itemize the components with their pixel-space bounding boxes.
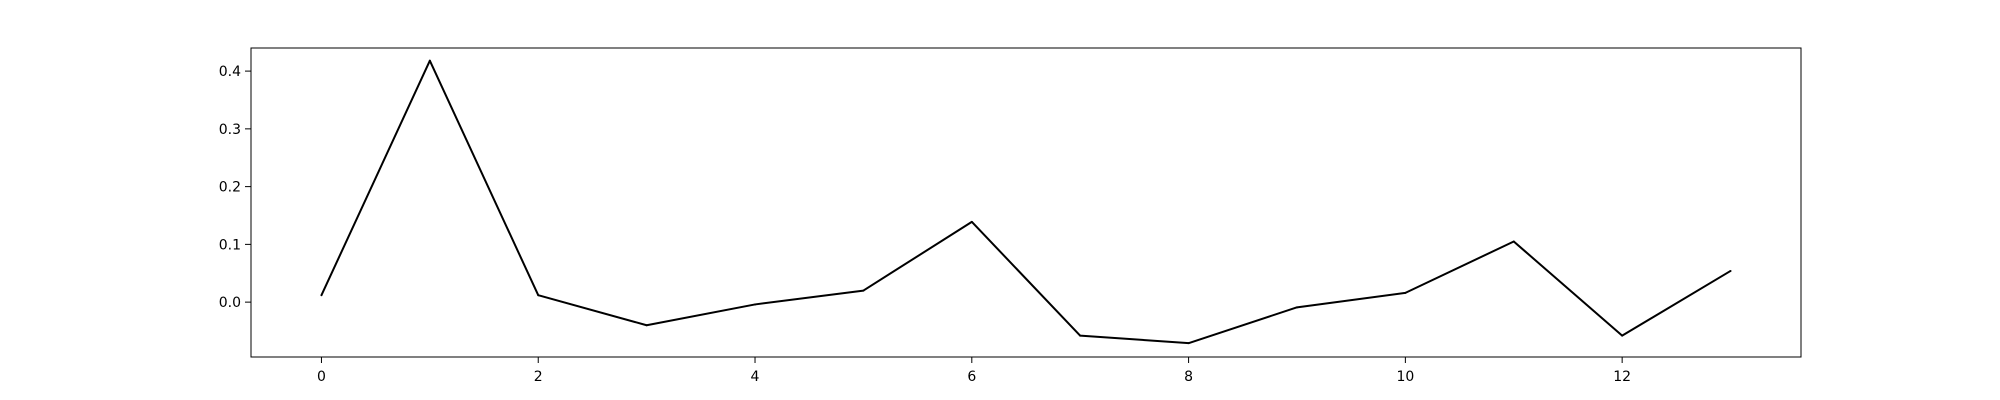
x-tick-label: 8	[1184, 369, 1193, 385]
data-point	[1079, 334, 1082, 337]
data-point	[537, 294, 540, 297]
data-point	[1404, 291, 1407, 294]
data-point	[1729, 269, 1732, 272]
data-point	[1295, 306, 1298, 309]
x-tick-label: 4	[751, 369, 760, 385]
series-group	[320, 59, 1732, 345]
data-point	[862, 289, 865, 292]
x-tick-label: 10	[1396, 369, 1414, 385]
data-point	[1621, 334, 1624, 337]
y-tick-label: 0.1	[219, 237, 241, 253]
data-point	[1187, 342, 1190, 345]
data-point	[970, 220, 973, 223]
x-tick-label: 12	[1613, 369, 1631, 385]
y-tick-label: 0.3	[219, 122, 241, 138]
y-axis-ticks: 0.0 0.1 0.2 0.3 0.4	[219, 64, 251, 311]
x-tick-label: 6	[967, 369, 976, 385]
data-point	[645, 324, 648, 327]
x-axis-ticks: 0 2 4 6 8 10 12	[317, 357, 1631, 385]
y-tick-label: 0.4	[219, 64, 241, 80]
y-tick-label: 0.2	[219, 180, 241, 196]
plot-area-frame	[250, 47, 1802, 358]
data-point	[320, 294, 323, 297]
data-point	[428, 59, 431, 62]
y-tick-label: 0.0	[219, 295, 241, 311]
data-point	[754, 303, 757, 306]
x-tick-label: 0	[317, 369, 326, 385]
x-tick-label: 2	[534, 369, 543, 385]
data-point	[1512, 240, 1515, 243]
series-line	[320, 59, 1732, 345]
